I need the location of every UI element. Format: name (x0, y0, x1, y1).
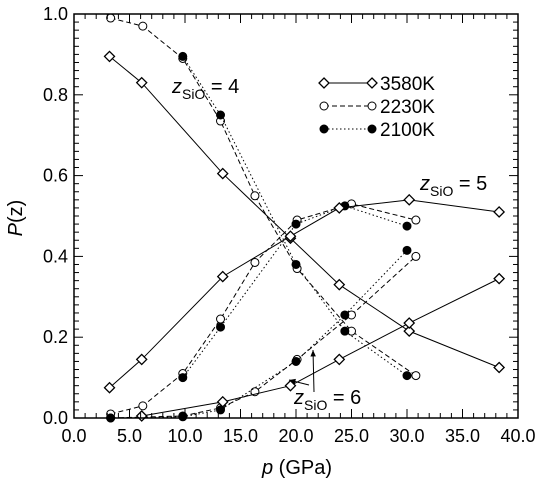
data-point-z6 (178, 412, 188, 422)
y-tick-label: 1.0 (43, 4, 68, 24)
axis-ticks (73, 13, 519, 419)
data-point-z4 (493, 361, 506, 374)
data-point-z4 (135, 76, 148, 89)
y-tick-label: 0.4 (43, 246, 68, 266)
data-point-z6 (216, 405, 226, 415)
data-point-z4 (178, 51, 188, 61)
x-tick-label: 40.0 (500, 426, 535, 446)
data-point-z6 (135, 410, 148, 422)
x-tick-label: 15.0 (223, 426, 258, 446)
data-point-z6 (411, 251, 421, 261)
data-point-z4 (402, 371, 412, 381)
x-tick-label: 0.0 (61, 426, 86, 446)
series-2230K (106, 13, 421, 423)
data-point-z5 (178, 373, 188, 383)
data-point-z6 (340, 310, 350, 320)
data-point-z5 (284, 230, 297, 243)
data-point-z5 (103, 381, 116, 394)
data-point-z5 (402, 221, 412, 231)
data-point-z4 (333, 278, 346, 291)
series-line-z5 (109, 199, 500, 389)
series-line-z4 (110, 17, 417, 376)
legend-marker (319, 101, 329, 111)
series-3580K (103, 50, 506, 422)
data-point-z5 (138, 401, 148, 411)
data-point-z5 (216, 314, 226, 324)
legend-marker (367, 101, 377, 111)
data-point-z5 (291, 219, 301, 229)
data-point-z4 (340, 326, 350, 336)
data-point-z4 (291, 259, 301, 269)
x-tick-label: 5.0 (117, 426, 142, 446)
series-line-z6 (141, 278, 500, 417)
data-point-z4 (216, 110, 226, 120)
y-tick-label: 0.8 (43, 85, 68, 105)
data-point-z6 (291, 356, 301, 366)
data-point-z6 (403, 317, 416, 329)
x-tick-label: 30.0 (389, 426, 424, 446)
x-tick-label: 10.0 (167, 426, 202, 446)
x-tick-label: 25.0 (334, 426, 369, 446)
legend-label-2230K: 2230K (380, 97, 435, 118)
y-tick-label: 0.2 (43, 327, 68, 347)
data-point-z5 (250, 257, 260, 267)
data-point-z4 (103, 50, 116, 63)
data-point-z5 (403, 193, 416, 206)
x-tick-label: 35.0 (445, 426, 480, 446)
tick-labels: 0.0 5.0 10.0 15.0 20.0 25.0 30.0 35.0 40.0 0.0 0.2… (43, 4, 536, 446)
y-tick-label: 0.6 (43, 166, 68, 186)
data-point-z6 (284, 379, 297, 392)
legend-marker (318, 77, 330, 89)
data-point-z4 (411, 371, 421, 381)
series-line-z6 (110, 256, 417, 419)
data-point-z5 (216, 270, 229, 283)
data-point-z4 (216, 167, 229, 180)
legend-label-2100K: 2100K (380, 120, 435, 141)
series-layer (103, 13, 506, 423)
x-axis-label: p (GPa) (261, 457, 332, 479)
series-line-z5 (182, 205, 408, 378)
series-line-z4 (109, 56, 500, 368)
legend-label-3580K: 3580K (380, 74, 435, 95)
series-2100K (106, 51, 412, 423)
y-tick-label: 0.0 (43, 408, 68, 428)
y-axis-label: P(z) (5, 200, 27, 237)
annotation-arrows (288, 349, 316, 393)
data-point-z6 (493, 272, 506, 285)
data-point-z6 (216, 395, 229, 408)
data-point-z5 (135, 353, 148, 366)
data-point-z4 (106, 13, 116, 23)
data-point-z5 (333, 202, 346, 214)
x-tick-label: 20.0 (278, 426, 313, 446)
data-point-z4 (250, 191, 260, 201)
annotation-z4: zSiO = 4 (171, 76, 239, 102)
data-point-z4 (138, 21, 148, 31)
data-point-z5 (411, 215, 421, 225)
annotation-arrow (312, 349, 315, 393)
data-point-z4 (403, 325, 416, 338)
series-line-z6 (110, 249, 408, 419)
data-point-z5 (493, 206, 506, 218)
legend-marker (366, 77, 378, 89)
data-point-z6 (402, 245, 412, 255)
data-point-z6 (333, 353, 346, 366)
annotation-z6: zSiO = 6 (293, 387, 361, 413)
legend-marker (319, 124, 329, 134)
legend-marker (367, 124, 377, 134)
annotation-z5: zSiO = 5 (419, 173, 487, 199)
arrow-head (310, 350, 316, 357)
data-point-z5 (216, 322, 226, 332)
